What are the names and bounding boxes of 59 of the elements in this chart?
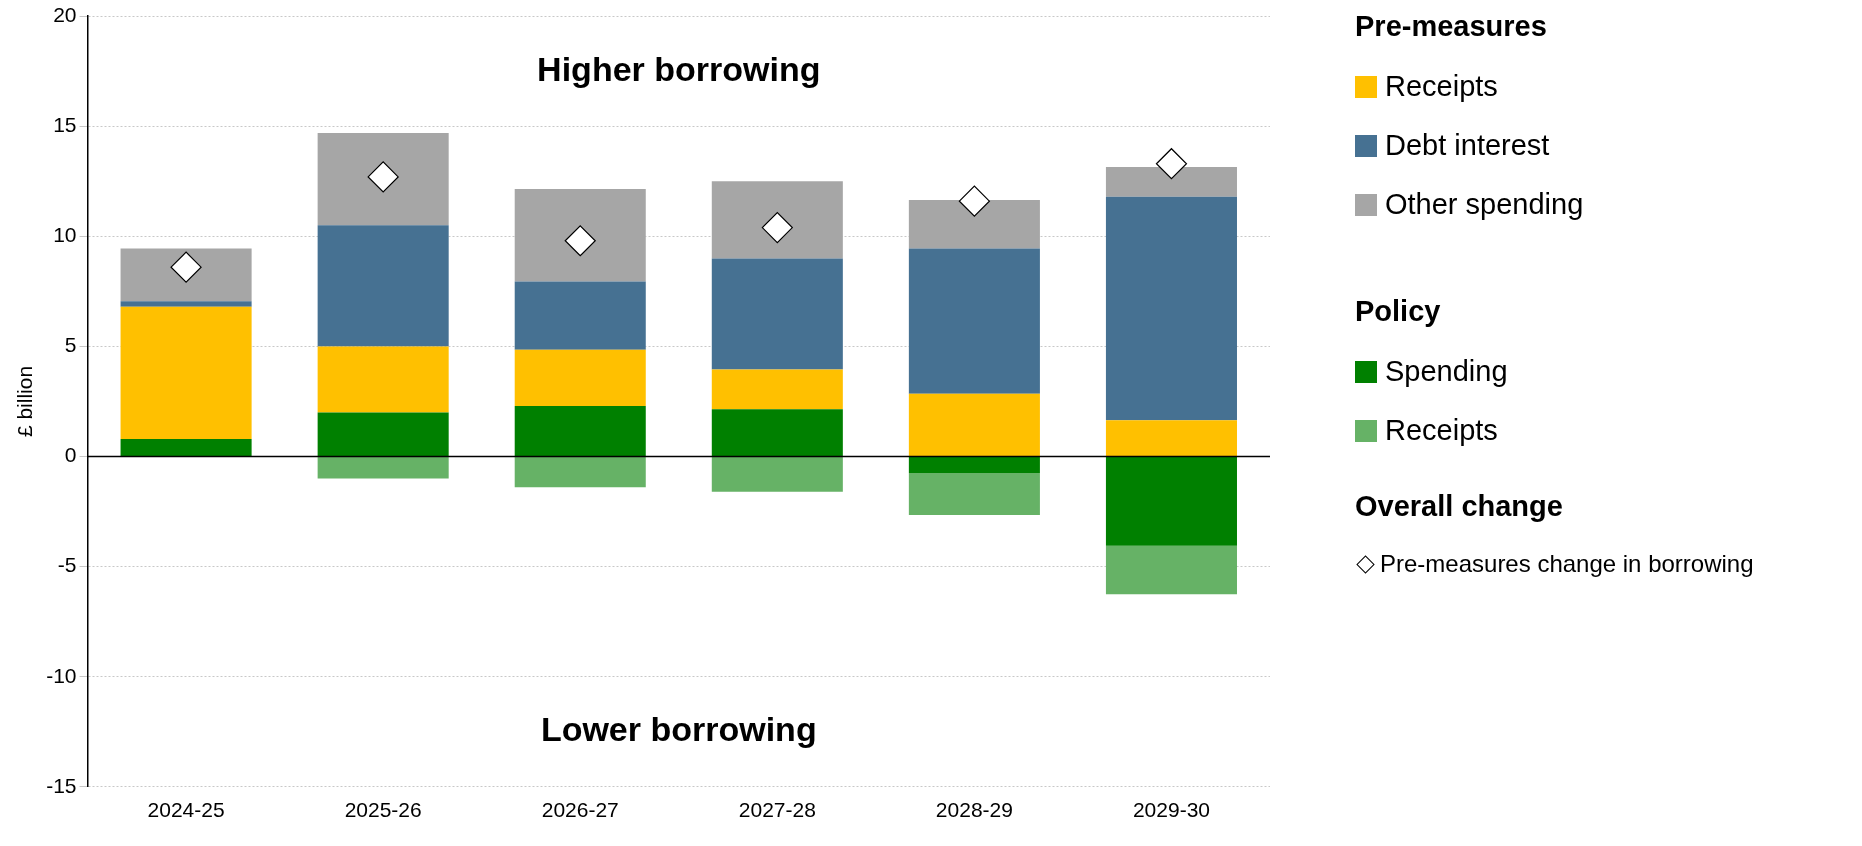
text: Pre-measures: [1355, 10, 1547, 43]
point: [367, 161, 399, 193]
legend-label: Debt interest: [1385, 129, 1550, 162]
bar: [1105, 167, 1237, 197]
legend-label: Pre-measures change in borrowing: [1380, 550, 1754, 578]
bar: [908, 393, 1040, 457]
bar: [514, 457, 646, 488]
x-tick-label: 2025-26: [344, 798, 422, 822]
bar: [711, 409, 843, 457]
bar: [1105, 196, 1237, 421]
bar: [1105, 457, 1237, 546]
text: Policy: [1355, 295, 1441, 328]
bar: [317, 225, 449, 347]
y-tick-label: -5: [57, 553, 77, 577]
y-tick-label: 10: [53, 223, 77, 247]
y-tick-label: 20: [53, 3, 77, 26]
legend-label: Receipts: [1385, 70, 1498, 103]
bar: [514, 405, 646, 457]
bar: [908, 473, 1040, 515]
bar: [120, 438, 252, 457]
bar: [711, 181, 843, 259]
y-tick-label: 0: [64, 443, 77, 467]
bar: [317, 132, 449, 226]
bar: [711, 457, 843, 492]
bar: [120, 301, 252, 307]
bar: [514, 281, 646, 350]
x-tick-label: 2028-29: [935, 798, 1013, 822]
bar: [514, 349, 646, 406]
legend-label: Other spending: [1385, 188, 1584, 221]
legend-label: Spending: [1385, 355, 1508, 388]
bar: [120, 248, 252, 302]
bar: [908, 200, 1040, 249]
bar: [908, 457, 1040, 474]
y-tick-label: -10: [46, 663, 77, 687]
bar: [514, 189, 646, 282]
x-tick-label: 2027-28: [738, 798, 816, 822]
text: Overall change: [1355, 490, 1563, 523]
bar: [1105, 420, 1237, 457]
y-tick-label: -15: [46, 773, 77, 797]
bar: [317, 412, 449, 457]
y-axis-title: £ billion: [13, 365, 37, 438]
bar: [1105, 545, 1237, 595]
bar: [120, 306, 252, 439]
point: [958, 185, 990, 217]
bar: [711, 258, 843, 370]
annotation: Higher borrowing: [537, 49, 821, 88]
x-tick-label: 2026-27: [541, 798, 619, 822]
point: [564, 225, 596, 257]
y-tick-label: 5: [64, 333, 77, 357]
y-tick-label: 15: [53, 113, 77, 137]
legend-label: Receipts: [1385, 414, 1498, 447]
bar: [908, 248, 1040, 394]
bar: [711, 369, 843, 410]
bar: [317, 457, 449, 479]
x-tick-label: 2029-30: [1132, 798, 1210, 822]
x-tick-label: 2024-25: [147, 798, 225, 822]
bar: [317, 346, 449, 413]
point: [170, 251, 202, 283]
annotation: Lower borrowing: [540, 710, 817, 749]
